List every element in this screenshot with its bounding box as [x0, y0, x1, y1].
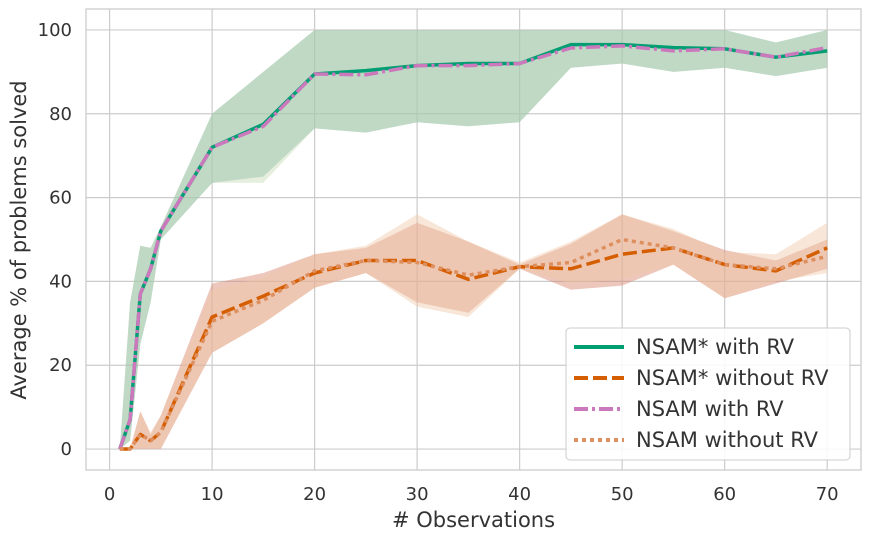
- x-tick-label: 10: [201, 484, 224, 505]
- x-axis-label: # Observations: [392, 508, 555, 532]
- y-tick-label: 40: [49, 271, 72, 292]
- legend-label: NSAM* without RV: [636, 366, 829, 390]
- confidence-bands: [119, 30, 828, 449]
- y-tick-label: 100: [38, 20, 72, 41]
- x-tick-label: 0: [104, 484, 115, 505]
- legend-label: NSAM* with RV: [636, 335, 795, 359]
- confidence-band: [119, 30, 828, 449]
- legend-box: [565, 327, 851, 461]
- x-tick-label: 50: [611, 484, 634, 505]
- series-line: [119, 237, 828, 451]
- legend-label: NSAM without RV: [636, 428, 819, 452]
- x-tick-label: 20: [303, 484, 326, 505]
- x-tick-label: 30: [406, 484, 429, 505]
- confidence-band: [119, 214, 828, 449]
- series-lines: [118, 42, 828, 451]
- plot-frame: [85, 8, 862, 471]
- series-line: [118, 44, 828, 450]
- y-axis-label: Average % of problems solved: [7, 80, 31, 399]
- x-tick-label: 40: [508, 484, 531, 505]
- x-axis-ticks: 0 10 20 30 40 50 60 70: [104, 484, 839, 505]
- x-tick-label: 60: [713, 484, 736, 505]
- legend: NSAM* with RV NSAM* without RV NSAM with R…: [565, 327, 851, 461]
- confidence-band: [119, 30, 828, 449]
- confidence-band: [119, 214, 828, 449]
- y-tick-label: 20: [49, 355, 72, 376]
- y-tick-label: 0: [61, 439, 72, 460]
- x-tick-label: 70: [816, 484, 839, 505]
- y-tick-label: 80: [49, 104, 72, 125]
- legend-label: NSAM with RV: [636, 397, 784, 421]
- y-tick-label: 60: [49, 188, 72, 209]
- y-axis-ticks: 0 20 40 60 80 100: [38, 20, 72, 460]
